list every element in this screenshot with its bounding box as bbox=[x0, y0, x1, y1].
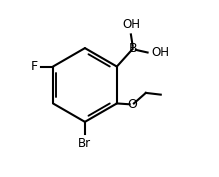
Text: OH: OH bbox=[151, 46, 169, 59]
Text: OH: OH bbox=[122, 18, 140, 32]
Text: B: B bbox=[128, 42, 137, 55]
Text: F: F bbox=[31, 60, 38, 73]
Text: Br: Br bbox=[78, 137, 92, 150]
Text: O: O bbox=[127, 98, 137, 111]
